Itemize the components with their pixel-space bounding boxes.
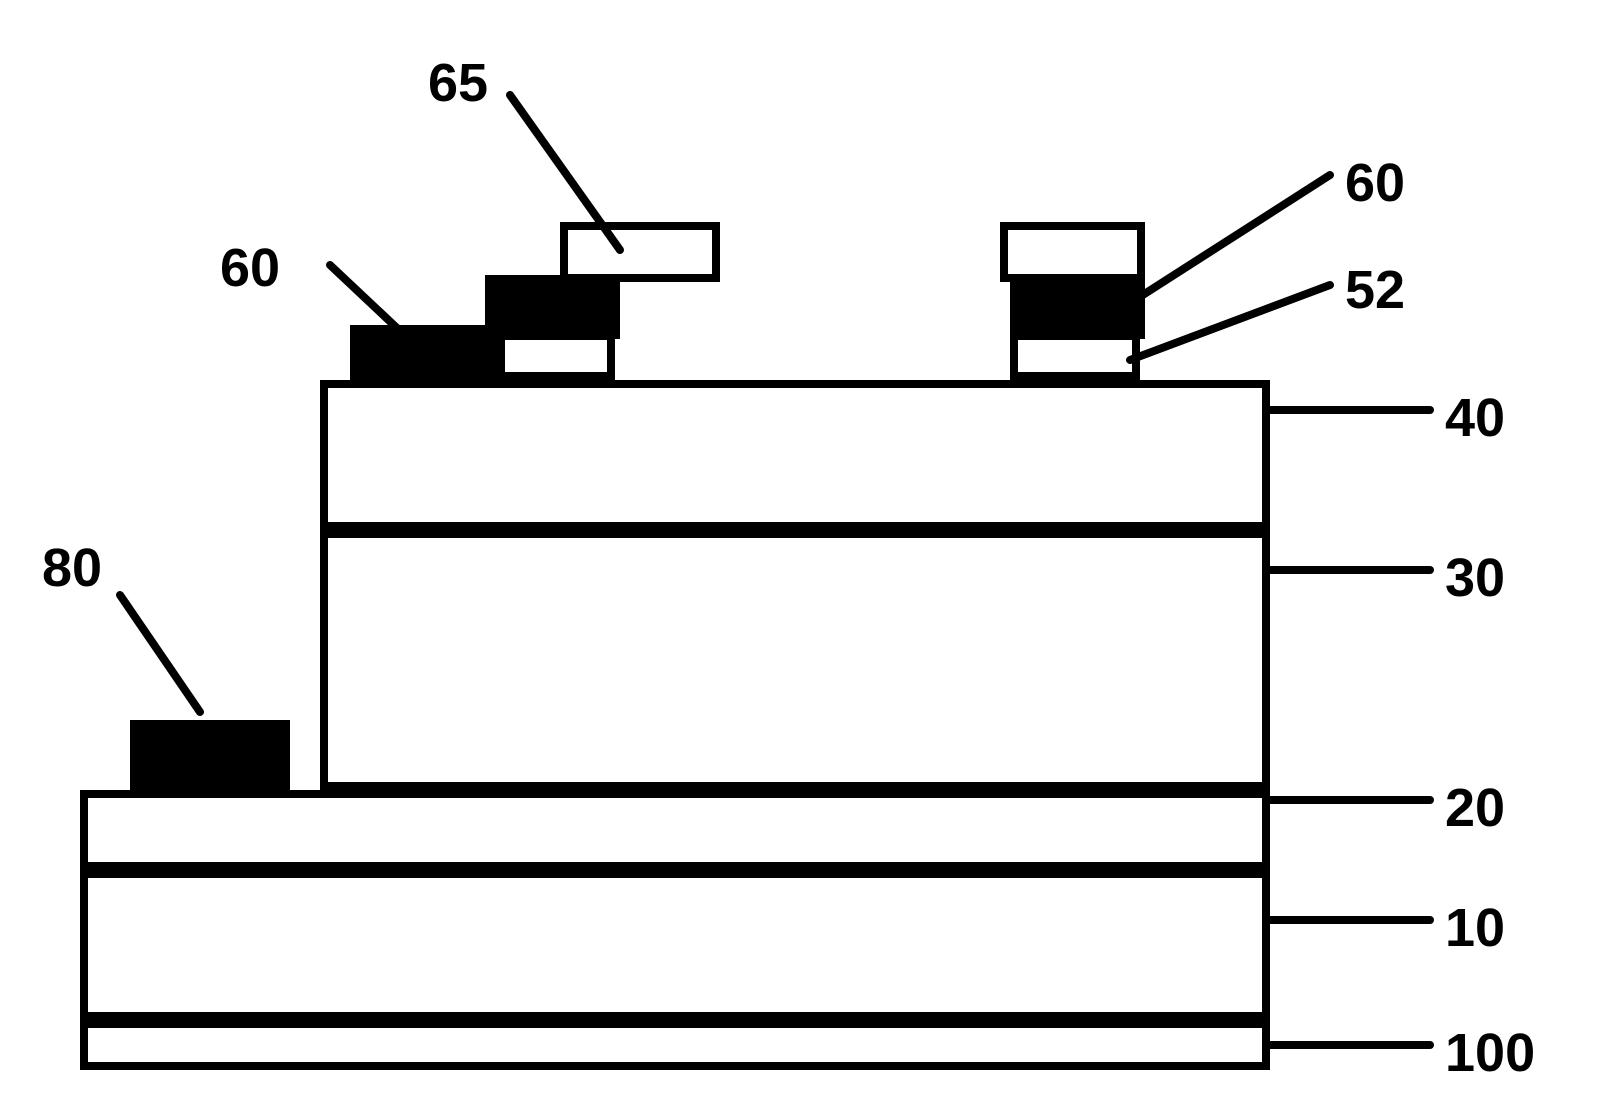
diagram-stage: 100 10 20 30 40 52 60 60 65 80 [0, 0, 1613, 1114]
leader-65 [510, 95, 620, 250]
label-60-left: 60 [220, 237, 280, 299]
label-80: 80 [42, 537, 102, 599]
leader-52 [1130, 285, 1330, 360]
leader-60-left [330, 265, 415, 345]
label-65: 65 [428, 52, 488, 114]
label-10: 10 [1445, 897, 1505, 959]
leader-80 [120, 595, 200, 712]
label-100: 100 [1445, 1022, 1535, 1084]
label-40: 40 [1445, 387, 1505, 449]
label-20: 20 [1445, 777, 1505, 839]
label-30: 30 [1445, 547, 1505, 609]
label-52: 52 [1345, 259, 1405, 321]
label-60-right: 60 [1345, 152, 1405, 214]
leader-60-right [1135, 175, 1330, 300]
